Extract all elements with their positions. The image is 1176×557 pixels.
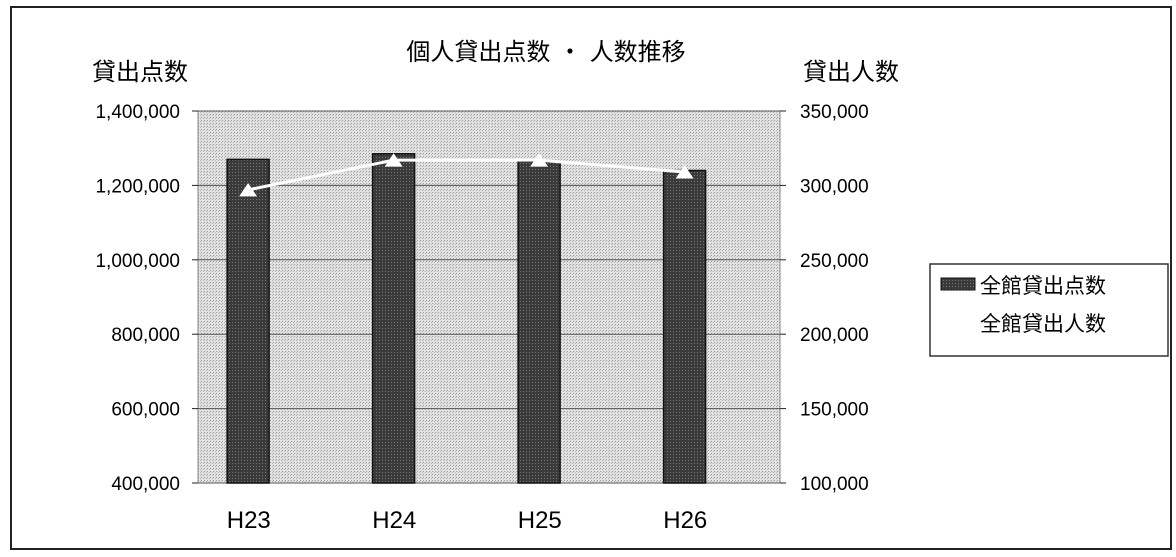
- bar-h25: [517, 160, 561, 484]
- right-axis-ticks: 100,000 150,000 200,000 250,000 300,000 350,0…: [780, 102, 869, 495]
- right-tick-label: 300,000: [800, 176, 869, 197]
- right-tick-label: 200,000: [800, 325, 869, 346]
- bar-h24: [371, 153, 416, 484]
- right-tick-label: 250,000: [800, 251, 869, 272]
- category-labels: H23 H24 H25 H26: [227, 507, 708, 534]
- left-tick-label: 600,000: [111, 400, 180, 421]
- right-tick-label: 350,000: [800, 102, 869, 123]
- category-label: H25: [518, 507, 562, 534]
- left-tick-label: 1,000,000: [95, 251, 180, 272]
- line-series-path: [247, 158, 685, 192]
- left-tick-label: 1,400,000: [95, 102, 180, 123]
- legend-label-line: 全館貸出人数: [980, 312, 1106, 336]
- category-label: H26: [663, 507, 707, 534]
- legend: 全館貸出点数 全館貸出人数: [929, 263, 1169, 357]
- left-axis-ticks: 400,000 600,000 800,000 1,000,000 1,200,000 1…: [95, 102, 198, 495]
- left-tick-label: 400,000: [111, 474, 180, 495]
- legend-label-bar: 全館貸出点数: [980, 274, 1106, 298]
- right-tick-label: 100,000: [800, 474, 869, 495]
- bar-h23: [226, 158, 270, 484]
- left-tick-label: 800,000: [111, 325, 180, 346]
- legend-swatch-bar: [940, 277, 976, 291]
- line-point: [384, 153, 403, 167]
- right-tick-label: 150,000: [800, 400, 869, 421]
- chart-title: 個人貸出点数 ・ 人数推移: [406, 38, 685, 66]
- line-point: [675, 165, 694, 179]
- right-axis-title: 貸出人数: [803, 58, 899, 86]
- line-point: [239, 182, 258, 197]
- category-label: H24: [372, 507, 416, 534]
- bar-h26: [662, 169, 707, 484]
- left-tick-label: 1,200,000: [95, 176, 180, 197]
- category-label: H23: [227, 507, 271, 534]
- line-point: [530, 153, 549, 167]
- line-series: [239, 153, 694, 197]
- left-axis-title: 貸出点数: [92, 58, 188, 86]
